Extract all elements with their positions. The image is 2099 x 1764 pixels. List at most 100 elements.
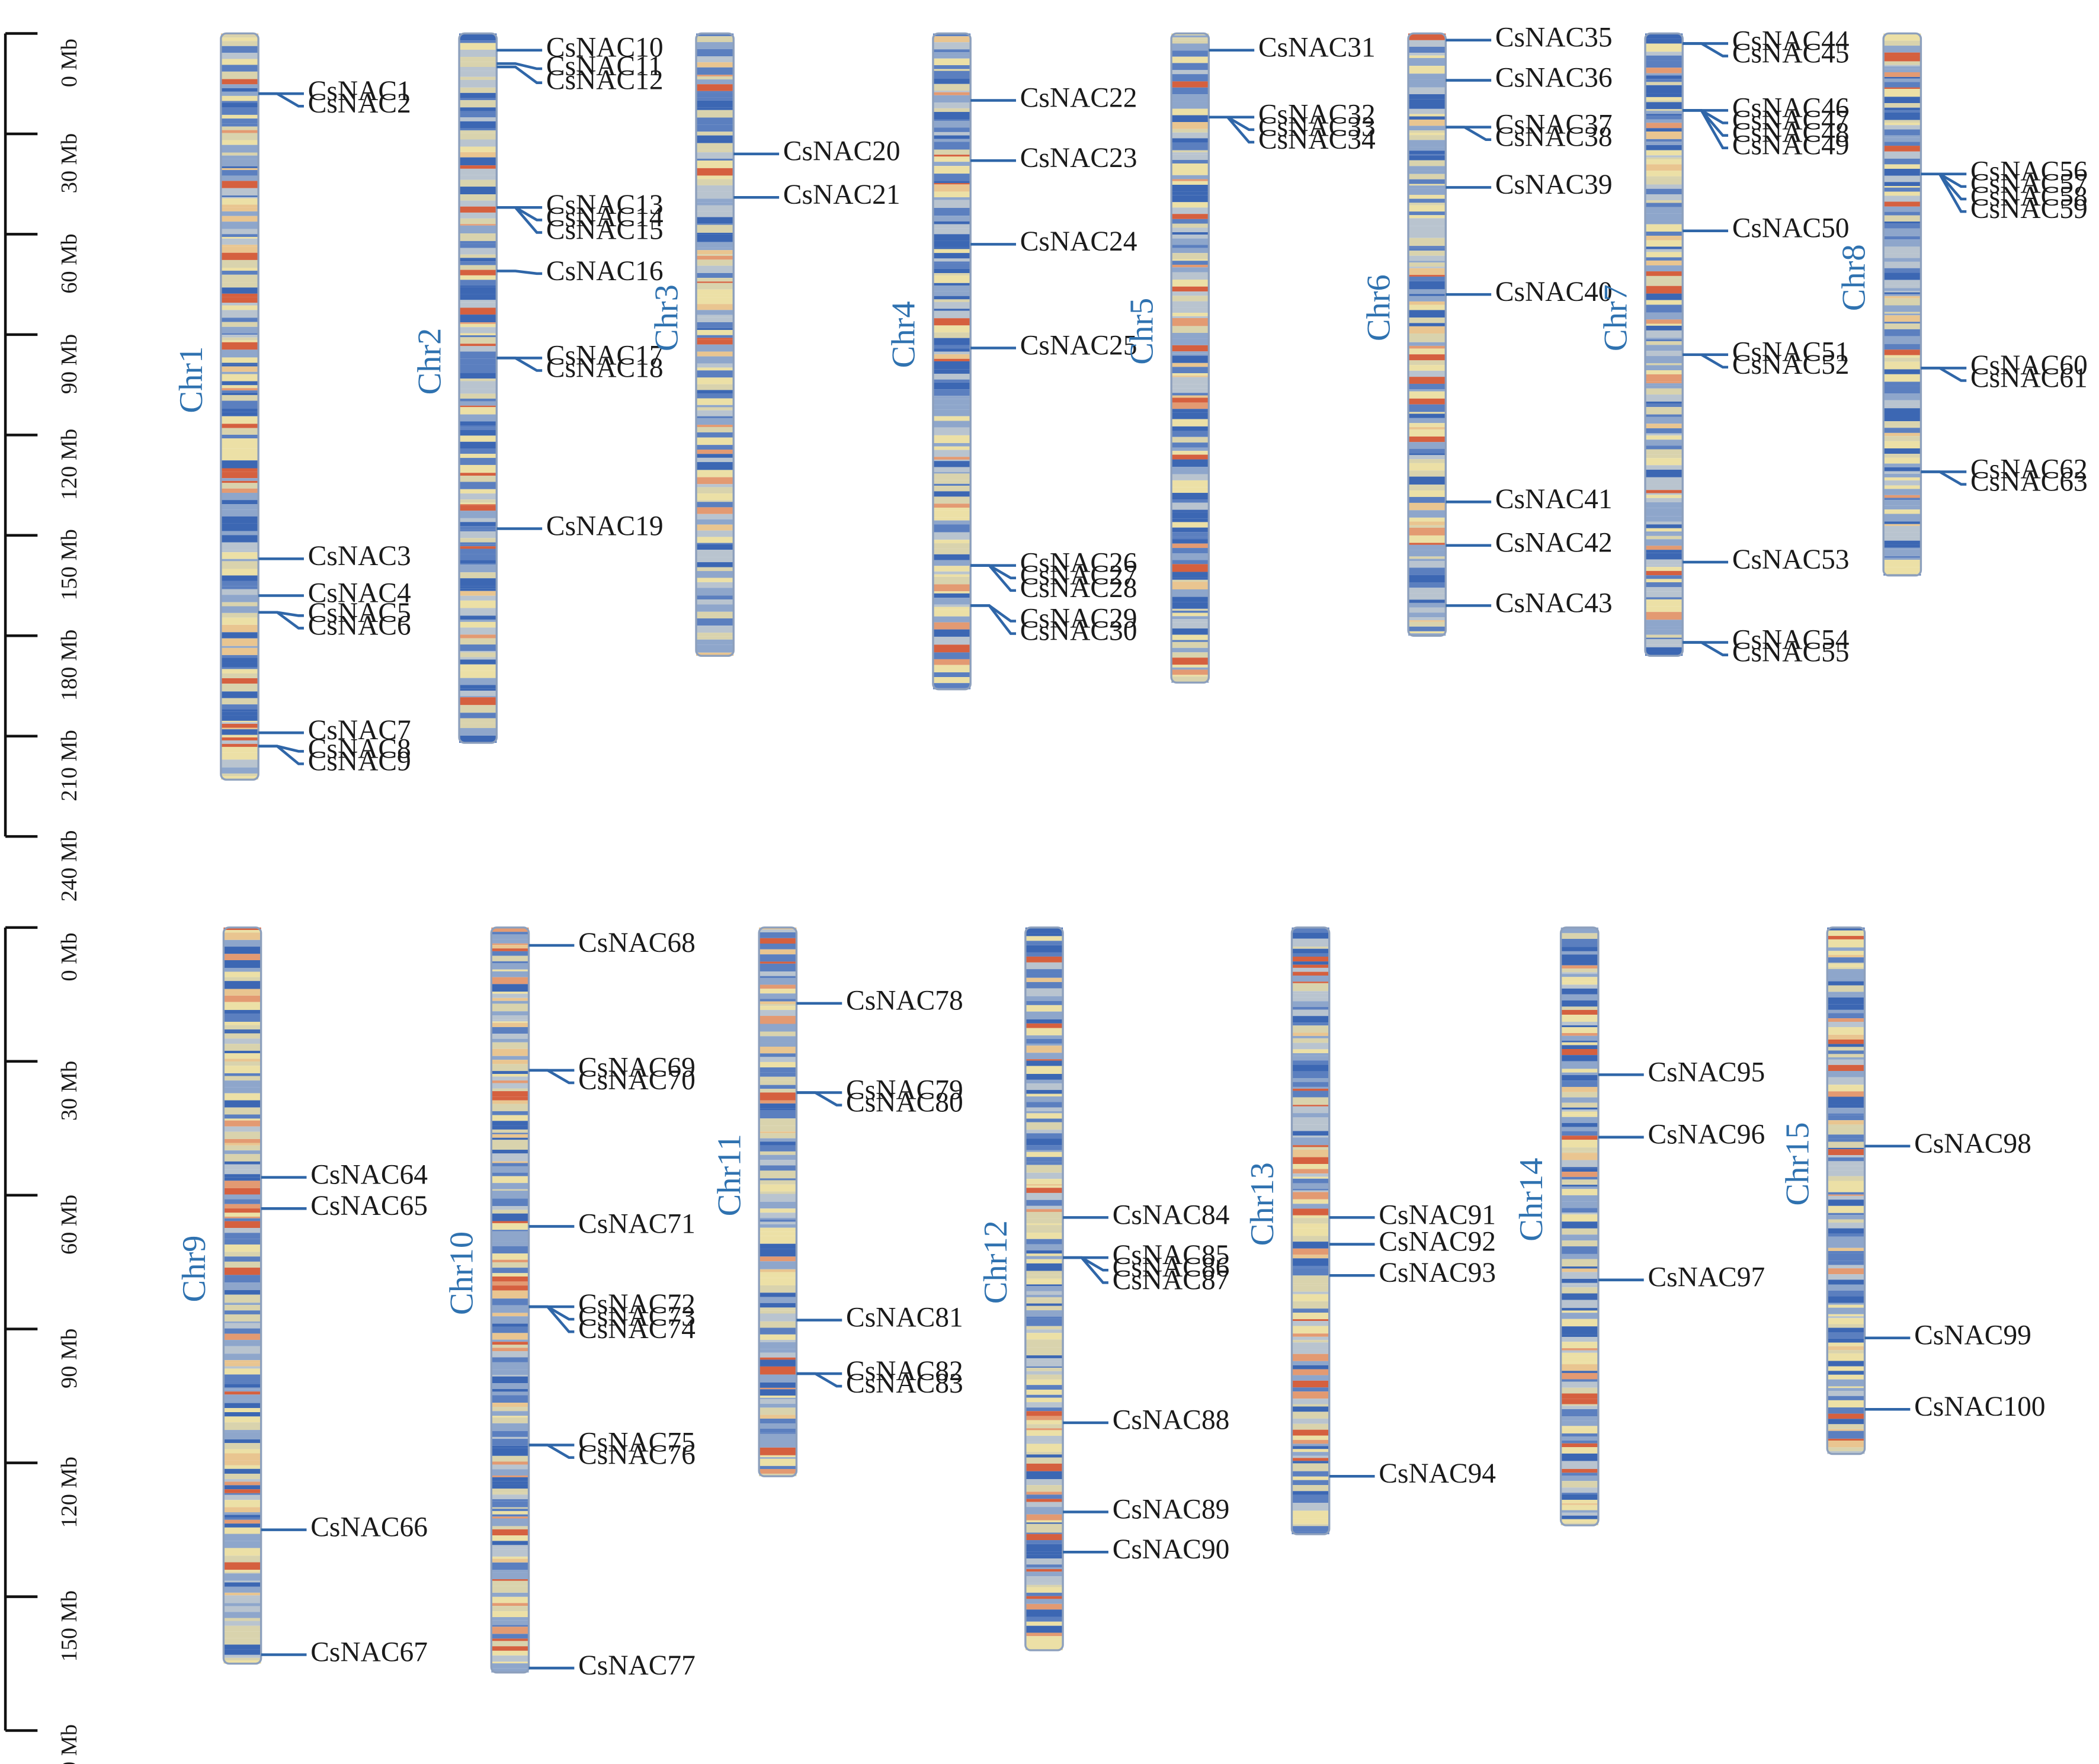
chromosome-band (459, 734, 497, 736)
chromosome-band (759, 1201, 797, 1209)
chromosome-band (1408, 87, 1446, 95)
gene-label: CsNAC48 (1732, 118, 1850, 149)
chromosome-label: Chr12 (978, 1220, 1014, 1304)
chromosome-band (1025, 996, 1063, 1001)
gene-label: CsNAC20 (783, 136, 901, 167)
chromosome-band (220, 550, 259, 553)
chromosome-band (1171, 596, 1209, 602)
chromosome-band (1560, 1234, 1598, 1241)
chromosome-band (1645, 587, 1683, 592)
gene-label: CsNAC80 (846, 1088, 963, 1118)
chromosome-band (932, 571, 971, 575)
chromosome-band (1645, 304, 1683, 313)
chromosome-band (223, 1174, 261, 1178)
chromosome-band (1827, 1057, 1865, 1060)
chromosome-band (223, 1621, 261, 1626)
chromosome-band (491, 1166, 529, 1173)
chromosome-band (491, 1027, 529, 1034)
chromosome-band (696, 454, 734, 458)
chromosome-band (1645, 164, 1683, 171)
chromosome-band (1883, 280, 1921, 286)
chromosome-band (696, 107, 734, 110)
chromosome-band (459, 364, 497, 373)
chromosome-band (1560, 1045, 1598, 1050)
chromosome-band (1025, 1528, 1063, 1533)
chromosome-band (1827, 1027, 1865, 1035)
chromosome-band (1171, 474, 1209, 480)
chromosome-band (1883, 112, 1921, 120)
gene-label: CsNAC53 (1732, 544, 1850, 575)
chromosome-band (1827, 1396, 1865, 1400)
chromosome-band (1560, 1428, 1598, 1433)
chromosome-band (759, 1125, 797, 1132)
gene-label: CsNAC28 (1020, 573, 1137, 604)
chromosome-band (1292, 1455, 1329, 1458)
chromosome-band (696, 344, 734, 352)
chromosome-band (932, 162, 971, 166)
chromosome-band (1827, 1170, 1865, 1176)
scale-tick-label: 180 Mb (57, 1724, 82, 1764)
chromosome-band (696, 405, 734, 408)
gene-label: CsNAC40 (1495, 277, 1613, 307)
chromosome-band (1560, 1208, 1598, 1213)
chromosome-band (491, 1213, 529, 1221)
chromosome-band (1171, 548, 1209, 554)
chromosome-band (491, 1603, 529, 1606)
chromosome-band (1408, 248, 1446, 251)
chromosome-band (1408, 602, 1446, 608)
chromosome-band (220, 377, 259, 381)
chromosome-band (220, 274, 259, 283)
chromosome-band (1025, 941, 1063, 942)
chromosome-band (1645, 338, 1683, 339)
chromosome-band (932, 120, 971, 128)
chromosome-band (1171, 296, 1209, 302)
chromosome-band (696, 33, 734, 37)
gene-label: CsNAC26 (1020, 548, 1137, 579)
chromosome-band (1171, 179, 1209, 181)
chromosome-band (1408, 527, 1446, 535)
chromosome-band (220, 364, 259, 367)
chromosome-band (1827, 1304, 1865, 1308)
chromosome-band (1827, 1324, 1865, 1328)
chromosome-band (459, 40, 497, 43)
chromosome-band (1645, 286, 1683, 294)
chromosome-band (1883, 329, 1921, 336)
chromosome-band (1645, 550, 1683, 553)
chromosome-band (459, 248, 497, 255)
chromosome-band (1645, 188, 1683, 194)
chromosome-band (696, 519, 734, 525)
chromosome-band (491, 1469, 529, 1473)
chromosome-band (459, 414, 497, 422)
chromosome-band (223, 989, 261, 996)
chromosome-band (932, 459, 971, 461)
chromosome-band (220, 612, 259, 618)
chromosome-band (1883, 221, 1921, 224)
chromosome-band (1560, 1176, 1598, 1180)
chromosome-band (1883, 380, 1921, 382)
chromosome-band (1827, 1413, 1865, 1419)
chromosome-band (459, 275, 497, 280)
chromosome (1170, 32, 1210, 684)
chromosome-band (491, 1455, 529, 1462)
chromosome-band (696, 384, 734, 390)
gene-label: CsNAC81 (846, 1302, 963, 1333)
chromosome-label: Chr6 (1360, 274, 1397, 341)
chromosome-band (696, 322, 734, 328)
chromosome-band (1408, 233, 1446, 238)
chromosome-band (459, 608, 497, 616)
chromosome-band (220, 662, 259, 668)
chromosome-band (220, 188, 259, 196)
chromosome-band (491, 1198, 529, 1207)
chromosome-band (491, 1586, 529, 1593)
chromosome-band (223, 1366, 261, 1369)
chromosome-band (759, 1310, 797, 1314)
chromosome-band (1292, 975, 1329, 982)
chromosome-band (1025, 1617, 1063, 1622)
chromosome-band (1408, 485, 1446, 491)
chromosome-band (459, 531, 497, 538)
chromosome-band (1883, 408, 1921, 413)
chromosome-band (932, 234, 971, 241)
chromosome-band (696, 242, 734, 248)
gene-connector (796, 1372, 842, 1388)
chromosome-band (1645, 612, 1683, 620)
